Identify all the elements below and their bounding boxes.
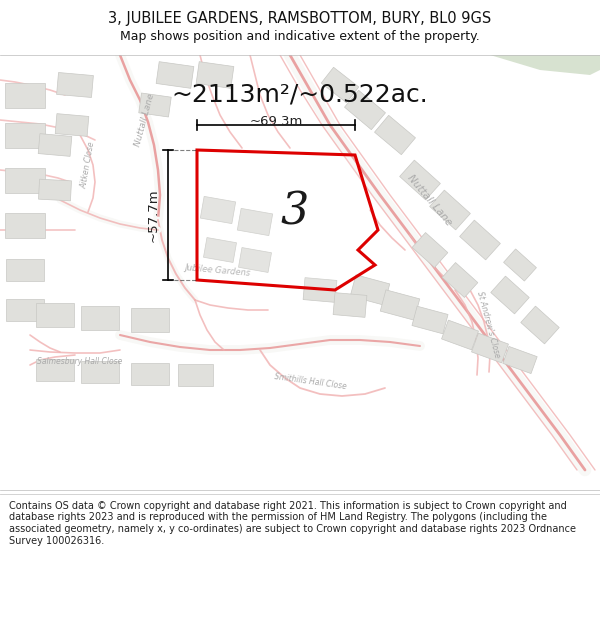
Text: Map shows position and indicative extent of the property.: Map shows position and indicative extent… [120, 30, 480, 43]
Bar [5, 168, 45, 192]
Bar [460, 220, 500, 260]
Bar [238, 248, 272, 272]
Bar [350, 275, 390, 305]
Bar [81, 306, 119, 330]
Polygon shape [490, 55, 600, 75]
Bar [344, 91, 385, 129]
Bar [333, 292, 367, 318]
Bar [374, 116, 415, 154]
Bar [503, 346, 537, 374]
Bar [321, 68, 359, 102]
Bar [491, 276, 529, 314]
Text: Salmesbury Hall Close: Salmesbury Hall Close [37, 357, 122, 366]
Bar [5, 122, 45, 148]
Bar [38, 134, 72, 156]
Bar [178, 364, 212, 386]
Text: 3, JUBILEE GARDENS, RAMSBOTTOM, BURY, BL0 9GS: 3, JUBILEE GARDENS, RAMSBOTTOM, BURY, BL… [109, 11, 491, 26]
Text: Nuttall Lane: Nuttall Lane [134, 92, 157, 148]
Bar [380, 290, 420, 320]
Bar [503, 249, 536, 281]
Bar [38, 179, 71, 201]
Text: Contains OS data © Crown copyright and database right 2021. This information is : Contains OS data © Crown copyright and d… [9, 501, 576, 546]
Bar [430, 190, 470, 230]
Bar [412, 232, 448, 268]
Bar [442, 262, 478, 298]
Bar [55, 114, 89, 136]
Bar [5, 213, 45, 238]
Bar [131, 308, 169, 332]
Bar [81, 361, 119, 383]
Bar [442, 320, 478, 350]
Bar [238, 208, 272, 236]
Text: St Andrew's Close: St Andrew's Close [475, 291, 501, 359]
Text: ~57.7m: ~57.7m [147, 188, 160, 242]
Polygon shape [197, 150, 378, 290]
Bar [412, 306, 448, 334]
Bar [36, 303, 74, 327]
Bar [36, 359, 74, 381]
Text: Aitken Close: Aitken Close [79, 141, 97, 189]
Bar [131, 363, 169, 385]
Text: Nuttall Lane: Nuttall Lane [406, 173, 454, 228]
Bar [521, 306, 559, 344]
Text: Smithills Hall Close: Smithills Hall Close [273, 372, 347, 391]
Bar [472, 333, 508, 363]
Text: ~69.3m: ~69.3m [250, 115, 302, 128]
Bar [139, 93, 171, 117]
Bar [400, 160, 440, 200]
Bar [5, 82, 45, 107]
Text: ~2113m²/~0.522ac.: ~2113m²/~0.522ac. [172, 83, 428, 107]
Bar [303, 278, 337, 302]
Bar [200, 196, 236, 224]
Bar [6, 299, 44, 321]
Bar [56, 72, 94, 98]
Text: Jubilee Gardens: Jubilee Gardens [185, 262, 251, 278]
Text: 3: 3 [281, 191, 309, 234]
Bar [203, 238, 236, 262]
Bar [196, 62, 234, 88]
Bar [6, 259, 44, 281]
Bar [156, 62, 194, 88]
